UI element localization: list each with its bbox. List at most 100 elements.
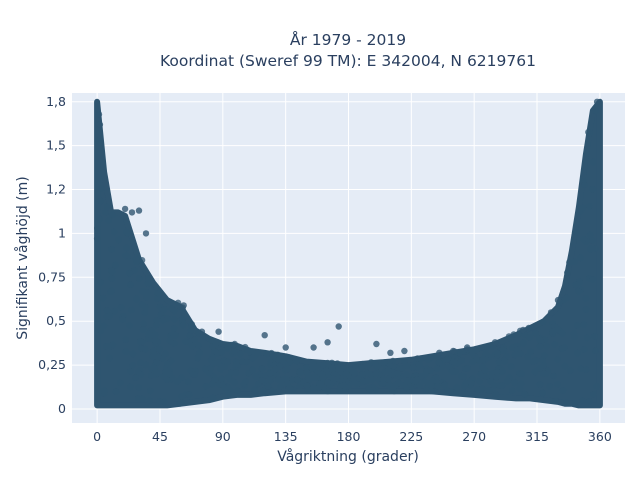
- data-point: [563, 294, 570, 301]
- data-point: [145, 335, 152, 342]
- data-point: [444, 356, 451, 363]
- data-point: [109, 211, 116, 219]
- data-point: [590, 158, 597, 166]
- data-point: [234, 387, 241, 394]
- data-point: [482, 350, 490, 357]
- data-point: [521, 390, 528, 398]
- data-point: [404, 377, 411, 385]
- data-point: [441, 382, 448, 389]
- data-point: [142, 230, 150, 237]
- data-point: [554, 296, 562, 304]
- data-point: [340, 382, 347, 389]
- data-point: [390, 362, 397, 370]
- data-point: [221, 384, 229, 392]
- data-point: [385, 375, 392, 382]
- data-point: [566, 259, 573, 266]
- data-point: [146, 397, 153, 404]
- data-point: [582, 295, 590, 302]
- data-point: [137, 359, 144, 366]
- data-point: [559, 330, 566, 337]
- data-point: [281, 360, 288, 368]
- data-point: [507, 363, 515, 370]
- data-point: [170, 325, 178, 332]
- data-point: [97, 327, 105, 334]
- data-point: [434, 365, 441, 372]
- data-point: [188, 322, 195, 330]
- data-point: [209, 380, 216, 388]
- data-point: [142, 345, 149, 353]
- data-point: [261, 372, 269, 379]
- data-point: [303, 364, 310, 371]
- data-point: [242, 378, 249, 385]
- data-point: [552, 398, 559, 405]
- data-point: [153, 317, 160, 324]
- data-point: [170, 330, 177, 338]
- data-point: [330, 375, 337, 382]
- data-point: [580, 321, 588, 328]
- data-point: [133, 295, 140, 303]
- data-point: [153, 369, 160, 377]
- data-point: [218, 349, 225, 356]
- data-point: [427, 367, 434, 374]
- data-point: [138, 301, 146, 308]
- data-point: [304, 387, 311, 394]
- data-point: [210, 360, 217, 367]
- data-point: [217, 366, 225, 373]
- data-point: [417, 355, 424, 362]
- data-point: [185, 378, 192, 385]
- data-point: [501, 358, 508, 365]
- y-tick-label: 1,2: [46, 182, 66, 197]
- data-point: [411, 377, 419, 385]
- data-point: [509, 387, 516, 394]
- data-point: [166, 370, 173, 378]
- x-tick-label: 135: [274, 429, 298, 444]
- data-point: [381, 359, 388, 366]
- data-point: [564, 269, 571, 276]
- data-point: [151, 364, 159, 372]
- data-point: [581, 181, 588, 189]
- data-point: [103, 307, 111, 314]
- data-point: [495, 358, 503, 366]
- data-point: [128, 306, 135, 314]
- data-point: [202, 365, 209, 373]
- data-point: [518, 370, 525, 377]
- data-point: [115, 236, 123, 244]
- data-point: [505, 333, 513, 340]
- data-point: [112, 261, 119, 269]
- data-point: [328, 364, 336, 372]
- data-point: [274, 351, 281, 358]
- data-point: [458, 357, 465, 364]
- x-tick-label: 315: [525, 429, 549, 444]
- data-point: [453, 384, 460, 391]
- data-point: [135, 369, 142, 376]
- data-point: [536, 343, 544, 350]
- data-point: [536, 335, 543, 343]
- data-point: [586, 203, 593, 210]
- data-point: [487, 378, 494, 385]
- data-point: [493, 368, 500, 376]
- data-point: [212, 340, 219, 347]
- data-point: [479, 356, 487, 363]
- data-point: [561, 344, 568, 351]
- data-point: [107, 288, 114, 295]
- data-points: [93, 98, 601, 407]
- data-point: [360, 378, 367, 385]
- data-point: [138, 257, 146, 264]
- data-point: [524, 353, 531, 360]
- x-tick-label: 225: [399, 429, 423, 444]
- data-point: [482, 367, 489, 374]
- data-point: [372, 370, 379, 378]
- data-point: [351, 370, 358, 377]
- data-point: [380, 375, 387, 382]
- data-point: [335, 323, 342, 330]
- x-tick-label: 90: [215, 429, 231, 444]
- data-point: [149, 353, 157, 360]
- data-point: [339, 365, 347, 372]
- data-point: [251, 386, 258, 393]
- data-point: [110, 228, 118, 236]
- data-point: [148, 372, 155, 379]
- data-point: [153, 321, 160, 329]
- data-point: [111, 307, 119, 315]
- data-point: [162, 350, 169, 357]
- data-point: [94, 225, 101, 232]
